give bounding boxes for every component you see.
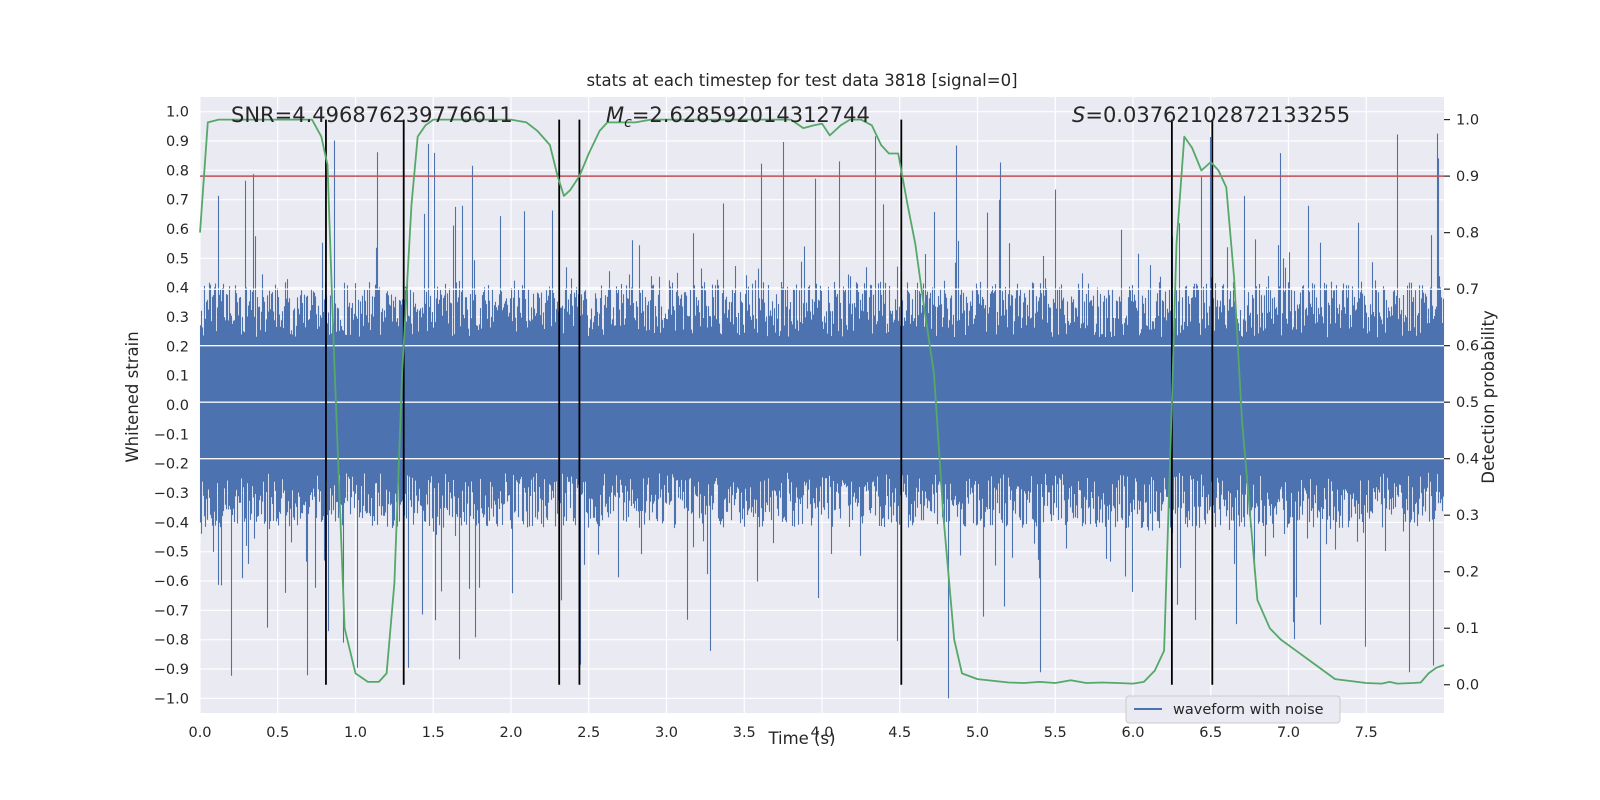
y-tick-label: −0.1 bbox=[154, 427, 189, 443]
x-tick-label: 2.5 bbox=[577, 725, 600, 741]
s-annotation: S=0.037621028721332​55 bbox=[1072, 103, 1350, 127]
right-tick-label: 0.2 bbox=[1456, 565, 1479, 581]
x-tick-label: 1.5 bbox=[422, 725, 445, 741]
noise-waveform bbox=[199, 133, 1445, 699]
y-tick-label: −0.7 bbox=[154, 603, 189, 619]
y-tick-label: 0.7 bbox=[166, 193, 189, 209]
y-tick-label: −0.3 bbox=[154, 486, 189, 502]
y-tick-label: 0.4 bbox=[166, 281, 189, 297]
x-tick-label: 5.0 bbox=[966, 725, 989, 741]
probability-line bbox=[199, 118, 1445, 685]
x-tick-label: 0.5 bbox=[266, 725, 289, 741]
y-axis-ticks: 1.0 0.9 0.8 0.7 0.6 0.5 0.4 0.3 0.2 0.1 0.0 −0.1 −0.… bbox=[154, 105, 189, 708]
legend-box bbox=[1125, 695, 1341, 724]
y-tick-label: −1.0 bbox=[154, 691, 189, 707]
right-tick-label: 0.0 bbox=[1456, 678, 1479, 694]
y-tick-label: −0.5 bbox=[154, 545, 189, 561]
legend: waveform with noise bbox=[1125, 695, 1341, 724]
y-tick-label: 0.3 bbox=[166, 310, 189, 326]
right-tick-label: 0.4 bbox=[1456, 452, 1479, 468]
x-tick-label: 5.5 bbox=[1044, 725, 1067, 741]
x-axis-ticks: 0.0 0.5 1.0 1.5 2.0 2.5 3.0 3.5 4.0 4.5 5.0 5.5 6.0 6… bbox=[188, 725, 1377, 741]
right-y-axis-label: Detection probability bbox=[1479, 310, 1498, 484]
noise-series bbox=[199, 133, 1445, 699]
s-value: =0.037621028721332​55 bbox=[1085, 103, 1350, 127]
x-tick-label: 1.0 bbox=[344, 725, 367, 741]
x-tick-label: 6.0 bbox=[1121, 725, 1144, 741]
x-tick-label: 3.5 bbox=[733, 725, 756, 741]
x-tick-label: 3.0 bbox=[655, 725, 678, 741]
right-tick-label: 0.7 bbox=[1456, 282, 1479, 298]
y-tick-label: 0.6 bbox=[166, 222, 189, 238]
right-tick-label: 0.3 bbox=[1456, 508, 1479, 524]
y-tick-label: 0.9 bbox=[166, 134, 189, 150]
y-tick-label: −0.8 bbox=[154, 633, 189, 649]
y-tick-label: −0.6 bbox=[154, 574, 189, 590]
y-tick-label: 0.1 bbox=[166, 369, 189, 385]
chirp-mass-subscript: c bbox=[624, 115, 632, 131]
y-axis-label: Whitened strain bbox=[123, 331, 142, 462]
y-tick-label: 0.0 bbox=[166, 398, 189, 414]
x-axis-label: Time (s) bbox=[767, 729, 835, 748]
x-tick-label: 0.0 bbox=[188, 725, 211, 741]
y-tick-label: −0.4 bbox=[154, 515, 189, 531]
right-tick-label: 0.6 bbox=[1456, 339, 1479, 355]
x-tick-label: 4.5 bbox=[888, 725, 911, 741]
right-tick-label: 0.1 bbox=[1456, 621, 1479, 637]
chirp-mass-symbol: M bbox=[606, 103, 624, 127]
right-tick-label: 0.9 bbox=[1456, 169, 1479, 185]
y-tick-label: −0.9 bbox=[154, 662, 189, 678]
right-axis-ticks: 1.0 0.9 0.8 0.7 0.6 0.5 0.4 0.3 0.2 0.1 0.0 bbox=[1444, 113, 1479, 694]
y-tick-label: 0.5 bbox=[166, 251, 189, 267]
snr-annotation: SNR=4.496876239776611 bbox=[231, 103, 513, 127]
right-tick-label: 1.0 bbox=[1456, 113, 1479, 129]
right-tick-label: 0.5 bbox=[1456, 395, 1479, 411]
chart-title: stats at each timestep for test data 381… bbox=[586, 71, 1017, 90]
x-tick-label: 7.5 bbox=[1355, 725, 1378, 741]
y-tick-label: 1.0 bbox=[166, 105, 189, 121]
x-tick-label: 7.0 bbox=[1277, 725, 1300, 741]
right-tick-label: 0.8 bbox=[1456, 226, 1479, 242]
y-tick-label: 0.2 bbox=[166, 339, 189, 355]
x-tick-label: 6.5 bbox=[1199, 725, 1222, 741]
x-tick-label: 4.0 bbox=[810, 725, 833, 741]
chirp-mass-annotation: Mc=2.628592014312744 bbox=[606, 103, 870, 131]
s-symbol: S bbox=[1072, 103, 1085, 127]
y-tick-label: 0.8 bbox=[166, 163, 189, 179]
chirp-mass-value: =2.628592014312744 bbox=[632, 103, 870, 127]
y-tick-label: −0.2 bbox=[154, 457, 189, 473]
legend-label-noise: waveform with noise bbox=[1173, 702, 1324, 718]
x-tick-label: 2.0 bbox=[499, 725, 522, 741]
